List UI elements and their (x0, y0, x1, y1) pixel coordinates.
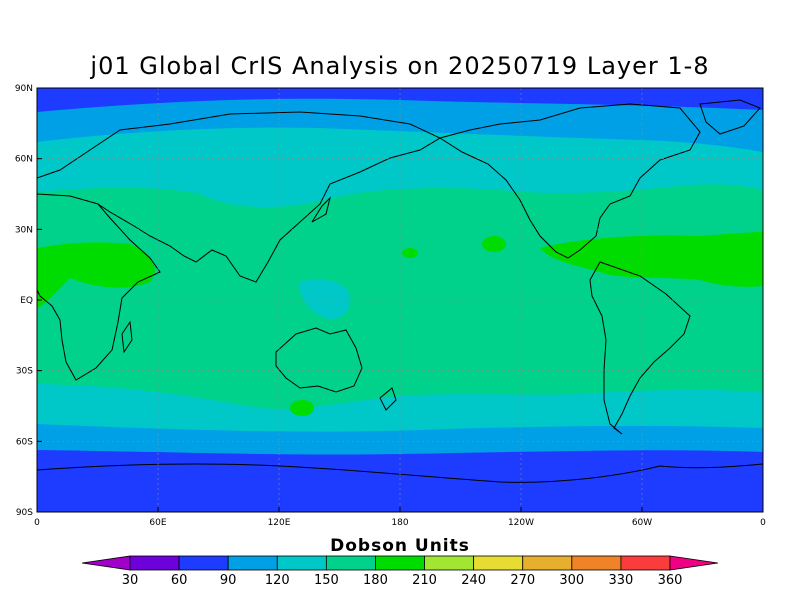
north-america-coast (438, 103, 701, 259)
lon-label: 180 (391, 518, 408, 528)
band-150-180-south (37, 305, 763, 409)
band-180-210-atlantic (540, 232, 763, 287)
africa-coast (36, 193, 161, 381)
colorbar-tick-label: 150 (314, 573, 339, 588)
australia-coast (275, 327, 363, 393)
lat-label: 90S (16, 508, 33, 518)
lon-label: 120E (268, 518, 291, 528)
colorbar-swatch (276, 555, 327, 571)
colorbar-tick-label: 270 (510, 573, 535, 588)
map-title: j01 Global CrIS Analysis on 20250719 Lay… (90, 52, 710, 80)
colorbar-swatch (620, 555, 671, 571)
latitude-labels: 90N 60N 30N EQ 30S 60S 90S (15, 84, 42, 518)
new-zealand-coast (379, 387, 397, 411)
colorbar-swatch (375, 555, 425, 571)
lon-label: 120W (508, 518, 534, 528)
lat-label: 30N (15, 225, 33, 235)
colorbar-tick-label: 330 (608, 573, 633, 588)
lon-label: 0 (34, 518, 40, 528)
colorbar-tick-label: 300 (559, 573, 584, 588)
south-america-coast (589, 261, 691, 435)
lat-label: 30S (16, 367, 33, 377)
colorbar-tick-label: 240 (461, 573, 486, 588)
colorbar-tick-label: 60 (171, 573, 188, 588)
colorbar-tick-label: 180 (363, 573, 388, 588)
band-120-150-warmpool (299, 279, 351, 319)
eurasia-coast (36, 111, 442, 283)
colorbar-upper-extend (669, 555, 719, 571)
band-180-210-australia (290, 400, 314, 416)
colorbar-tick-label: 30 (122, 573, 139, 588)
lat-label: EQ (20, 296, 33, 306)
colorbar-swatch (424, 555, 475, 571)
colorbar-tick-label: 210 (412, 573, 437, 588)
japan-coast (311, 196, 331, 223)
colorbar-lower-extend (81, 555, 131, 571)
colorbar-swatch (178, 555, 229, 571)
colorbar-swatch (522, 555, 573, 571)
coastlines (36, 99, 764, 483)
graticule (37, 88, 763, 512)
antarctica-coast (36, 463, 764, 483)
colorbar-title: Dobson Units (330, 536, 470, 556)
colorbar-swatch (227, 555, 278, 571)
lon-label: 60W (632, 518, 652, 528)
greenland-coast (699, 99, 761, 135)
longitude-labels: 0 60E 120E 180 120W 60W 0 (34, 507, 766, 528)
colorbar-tick-label: 120 (265, 573, 290, 588)
lat-label: 60S (16, 437, 33, 447)
colorbar-swatch (571, 555, 622, 571)
lat-label: 90N (15, 84, 33, 94)
colorbar-swatch (129, 555, 180, 571)
band-180-210-africa (37, 242, 155, 308)
madagascar-coast (121, 320, 133, 354)
colorbar-tick-label: 360 (658, 573, 683, 588)
lon-label: 0 (760, 518, 766, 528)
colorbar-swatch (473, 555, 524, 571)
band-180-210-pacific-b (402, 248, 418, 258)
colorbar: 30 60 90 120 150 180 210 240 270 300 330 360 (81, 555, 719, 588)
colorbar-tick-label: 90 (220, 573, 237, 588)
colorbar-swatch (325, 555, 376, 571)
lon-label: 60E (149, 518, 166, 528)
lat-label: 60N (15, 155, 33, 165)
band-180-210-pacific-a (482, 236, 506, 252)
